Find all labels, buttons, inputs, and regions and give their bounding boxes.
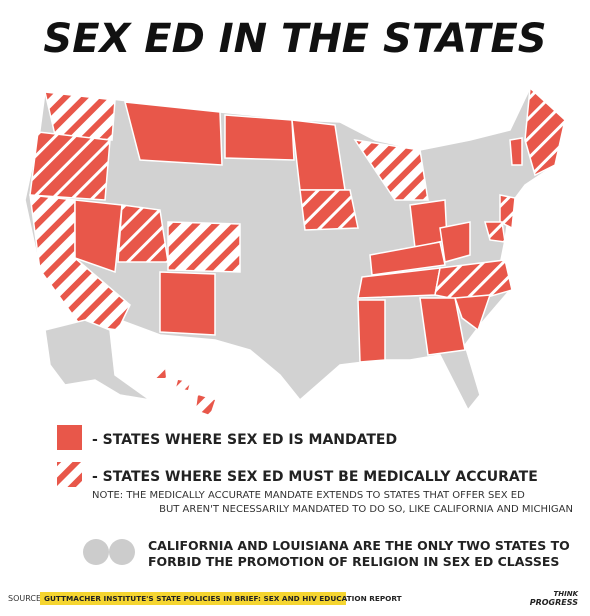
hawaii-island (196, 395, 215, 415)
hawaii-island (176, 380, 190, 390)
title: SEX ED IN THE STATES (43, 16, 546, 62)
state-wv (439, 221, 471, 263)
state-vt (509, 137, 523, 166)
hawaii-island (155, 368, 166, 378)
legend-label: - STATES WHERE SEX ED IS MANDATED (92, 432, 397, 448)
state-nd (224, 114, 295, 161)
legend-swatch-accurate (57, 462, 82, 487)
logo: PROGRESS (530, 598, 578, 607)
state-ms (357, 299, 386, 363)
state-ut (117, 204, 169, 263)
state-or (29, 131, 111, 201)
state-ga (419, 297, 466, 356)
source: GUTTMACHER INSTITUTE'S STATE POLICIES IN… (44, 594, 402, 603)
state-wa (44, 91, 116, 141)
state-nj (499, 194, 516, 230)
state-me (524, 86, 566, 177)
source-label: SOURCE: (8, 594, 44, 603)
note: BUT AREN'T NECESSARILY MANDATED TO DO SO… (159, 504, 573, 515)
california-icon (83, 539, 109, 565)
alaska (44, 319, 151, 401)
state-nm (159, 271, 216, 336)
state-md (484, 221, 506, 243)
legend-swatch-mandated (57, 425, 82, 450)
state-mt (124, 101, 223, 166)
state-nv (74, 199, 123, 274)
legend-label: - STATES WHERE SEX ED MUST BE MEDICALLY … (92, 469, 538, 485)
us-map (24, 86, 566, 415)
state-ia (299, 189, 359, 231)
logo: THINK (553, 590, 578, 598)
state-nc (434, 259, 513, 303)
callout: FORBID THE PROMOTION OF RELIGION IN SEX … (148, 554, 559, 569)
state-sc (453, 294, 492, 332)
note: NOTE: THE MEDICALLY ACCURATE MANDATE EXT… (92, 490, 525, 501)
state-ky (369, 241, 446, 276)
callout: CALIFORNIA AND LOUISIANA ARE THE ONLY TW… (148, 538, 570, 553)
state-co (167, 221, 241, 273)
louisiana-icon (109, 539, 135, 565)
state-mi (353, 138, 429, 201)
source-highlight (40, 592, 346, 605)
